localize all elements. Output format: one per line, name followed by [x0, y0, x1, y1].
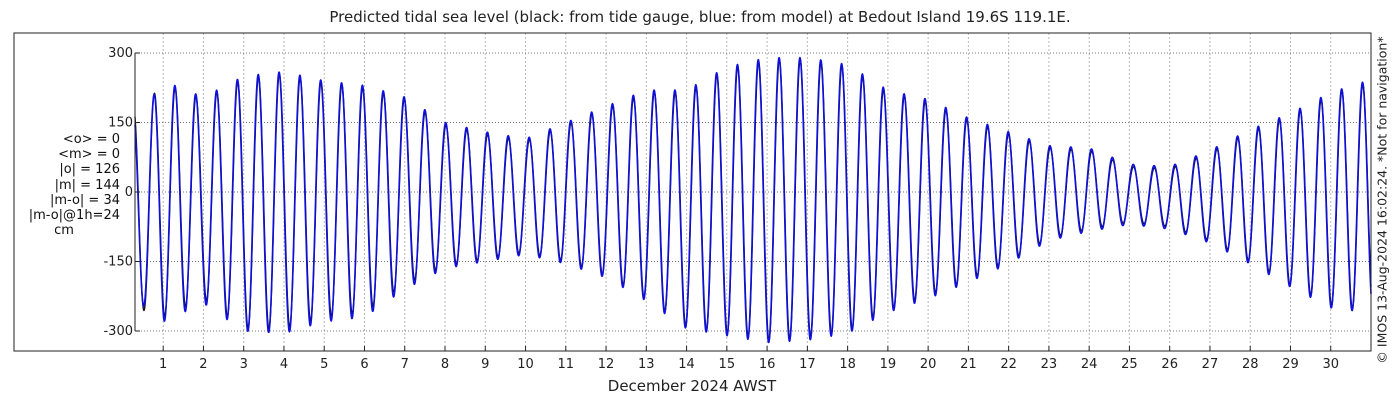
x-tick-label: 19: [880, 357, 897, 372]
y-tick-label: 150: [108, 116, 133, 131]
y-tick-label: -150: [103, 255, 133, 270]
x-tick-label: 10: [517, 357, 534, 372]
x-tick-label: 28: [1242, 357, 1259, 372]
axes: 1 2 3 4 5 6 7 8 9 10 11 12 13 14 15 16 17 18 19 20 21 22 23 24 2…: [103, 46, 1339, 372]
x-tick-label: 25: [1121, 357, 1138, 372]
x-tick-label: 4: [280, 357, 288, 372]
x-tick-label: 27: [1202, 357, 1219, 372]
x-tick-label: 24: [1081, 357, 1098, 372]
x-tick-label: 12: [598, 357, 615, 372]
x-tick-label: 8: [441, 357, 449, 372]
y-tick-label: -300: [103, 324, 133, 339]
x-tick-label: 23: [1041, 357, 1058, 372]
x-tick-label: 7: [401, 357, 409, 372]
plot-frame: [13, 32, 1372, 352]
x-tick-label: 9: [481, 357, 489, 372]
x-tick-label: 14: [678, 357, 695, 372]
stat-mean-model: <m> = 0: [58, 147, 120, 163]
x-tick-label: 30: [1322, 357, 1339, 372]
x-axis-label: December 2024 AWST: [608, 377, 777, 395]
x-tick-label: 11: [558, 357, 575, 372]
x-tick-label: 17: [799, 357, 816, 372]
x-tick-label: 29: [1282, 357, 1299, 372]
y-tick-label: 0: [125, 185, 133, 200]
x-tick-label: 13: [638, 357, 655, 372]
stat-abs-difference-1h: |m-o|@1h=24: [28, 208, 120, 224]
x-tick-label: 1: [159, 357, 167, 372]
stat-abs-difference: |m-o| = 34: [49, 192, 120, 208]
chart-title: Predicted tidal sea level (black: from t…: [329, 8, 1071, 26]
statistics-panel: <o> = 0 <m> = 0 |o| = 126 |m| = 144 |m-o…: [2, 132, 120, 238]
x-tick-label: 5: [320, 357, 328, 372]
stat-mean-observed: <o> = 0: [62, 132, 120, 147]
y-tick-label: 300: [108, 46, 133, 61]
series-line-model: [134, 56, 1372, 344]
series-layer: [134, 56, 1372, 344]
x-tick-label: 16: [759, 357, 776, 372]
x-tick-label: 2: [199, 357, 207, 372]
copyright-notice: © IMOS 13-Aug-2024 16:02:24. *Not for na…: [1374, 36, 1390, 364]
x-tick-label: 20: [920, 357, 937, 372]
x-tick-label: 18: [839, 357, 856, 372]
x-tick-label: 3: [240, 357, 248, 372]
x-tick-label: 21: [960, 357, 977, 372]
x-tick-label: 22: [1000, 357, 1017, 372]
stat-unit: cm: [54, 223, 74, 239]
x-tick-label: 15: [719, 357, 736, 372]
stat-abs-model: |m| = 144: [54, 177, 120, 193]
x-tick-label: 6: [360, 357, 368, 372]
stat-abs-observed: |o| = 126: [59, 162, 120, 178]
x-tick-label: 26: [1161, 357, 1178, 372]
